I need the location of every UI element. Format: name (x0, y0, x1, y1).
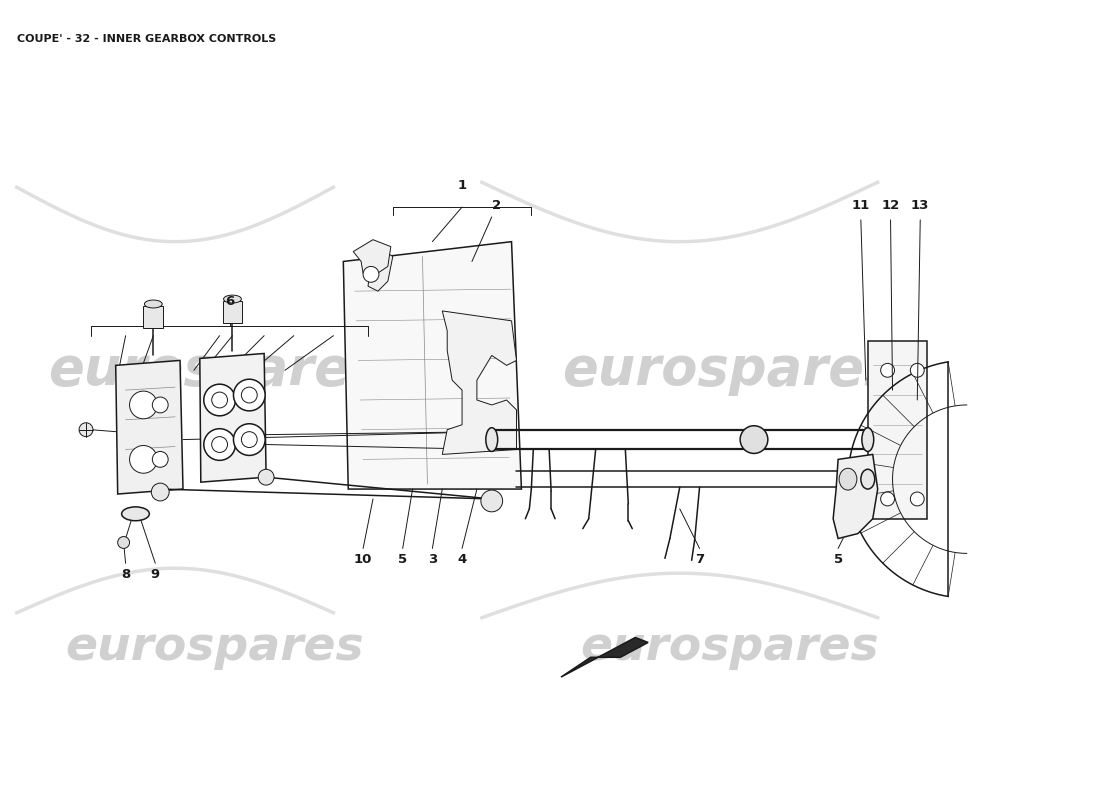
Polygon shape (343, 242, 521, 489)
Bar (143, 306, 163, 328)
Circle shape (118, 537, 130, 549)
Text: 6: 6 (224, 295, 234, 308)
Polygon shape (116, 361, 183, 494)
Text: 5: 5 (398, 554, 407, 566)
Text: 11: 11 (851, 199, 870, 212)
Circle shape (363, 266, 378, 282)
Bar (868, 341, 927, 518)
Ellipse shape (861, 428, 873, 451)
Circle shape (911, 492, 924, 506)
Text: 1: 1 (458, 179, 466, 192)
Text: 13: 13 (911, 199, 930, 212)
Ellipse shape (486, 428, 497, 451)
Ellipse shape (861, 470, 875, 489)
Polygon shape (353, 240, 390, 276)
Circle shape (233, 379, 265, 411)
Text: 2: 2 (492, 199, 500, 212)
Circle shape (241, 432, 257, 447)
Polygon shape (200, 354, 266, 482)
Text: eurospares: eurospares (580, 625, 879, 670)
Circle shape (881, 363, 894, 378)
Text: 12: 12 (881, 199, 900, 212)
Ellipse shape (122, 507, 150, 521)
Text: 5: 5 (834, 554, 843, 566)
Circle shape (79, 422, 92, 437)
Circle shape (258, 470, 274, 485)
Ellipse shape (223, 295, 241, 303)
Text: 4: 4 (458, 554, 466, 566)
Ellipse shape (839, 468, 857, 490)
Circle shape (204, 384, 235, 416)
Bar (222, 301, 242, 323)
Ellipse shape (144, 300, 162, 308)
Polygon shape (561, 638, 648, 677)
Circle shape (130, 446, 157, 474)
Circle shape (211, 392, 228, 408)
Circle shape (152, 451, 168, 467)
Circle shape (204, 429, 235, 460)
Polygon shape (833, 454, 878, 538)
Circle shape (481, 490, 503, 512)
Text: 7: 7 (695, 554, 704, 566)
Text: 9: 9 (151, 568, 160, 582)
Circle shape (152, 483, 169, 501)
Text: 10: 10 (354, 554, 372, 566)
Text: 8: 8 (121, 568, 130, 582)
Text: 3: 3 (428, 554, 437, 566)
Text: eurospares: eurospares (65, 625, 364, 670)
Text: eurospares: eurospares (562, 344, 895, 396)
Circle shape (211, 437, 228, 453)
Circle shape (130, 391, 157, 419)
Circle shape (911, 363, 924, 378)
Circle shape (881, 492, 894, 506)
Text: eurospares: eurospares (48, 344, 382, 396)
Polygon shape (442, 311, 517, 454)
Circle shape (241, 387, 257, 403)
Polygon shape (368, 246, 393, 291)
Ellipse shape (740, 426, 768, 454)
Circle shape (233, 424, 265, 455)
Text: COUPE' - 32 - INNER GEARBOX CONTROLS: COUPE' - 32 - INNER GEARBOX CONTROLS (16, 34, 276, 44)
Circle shape (152, 397, 168, 413)
